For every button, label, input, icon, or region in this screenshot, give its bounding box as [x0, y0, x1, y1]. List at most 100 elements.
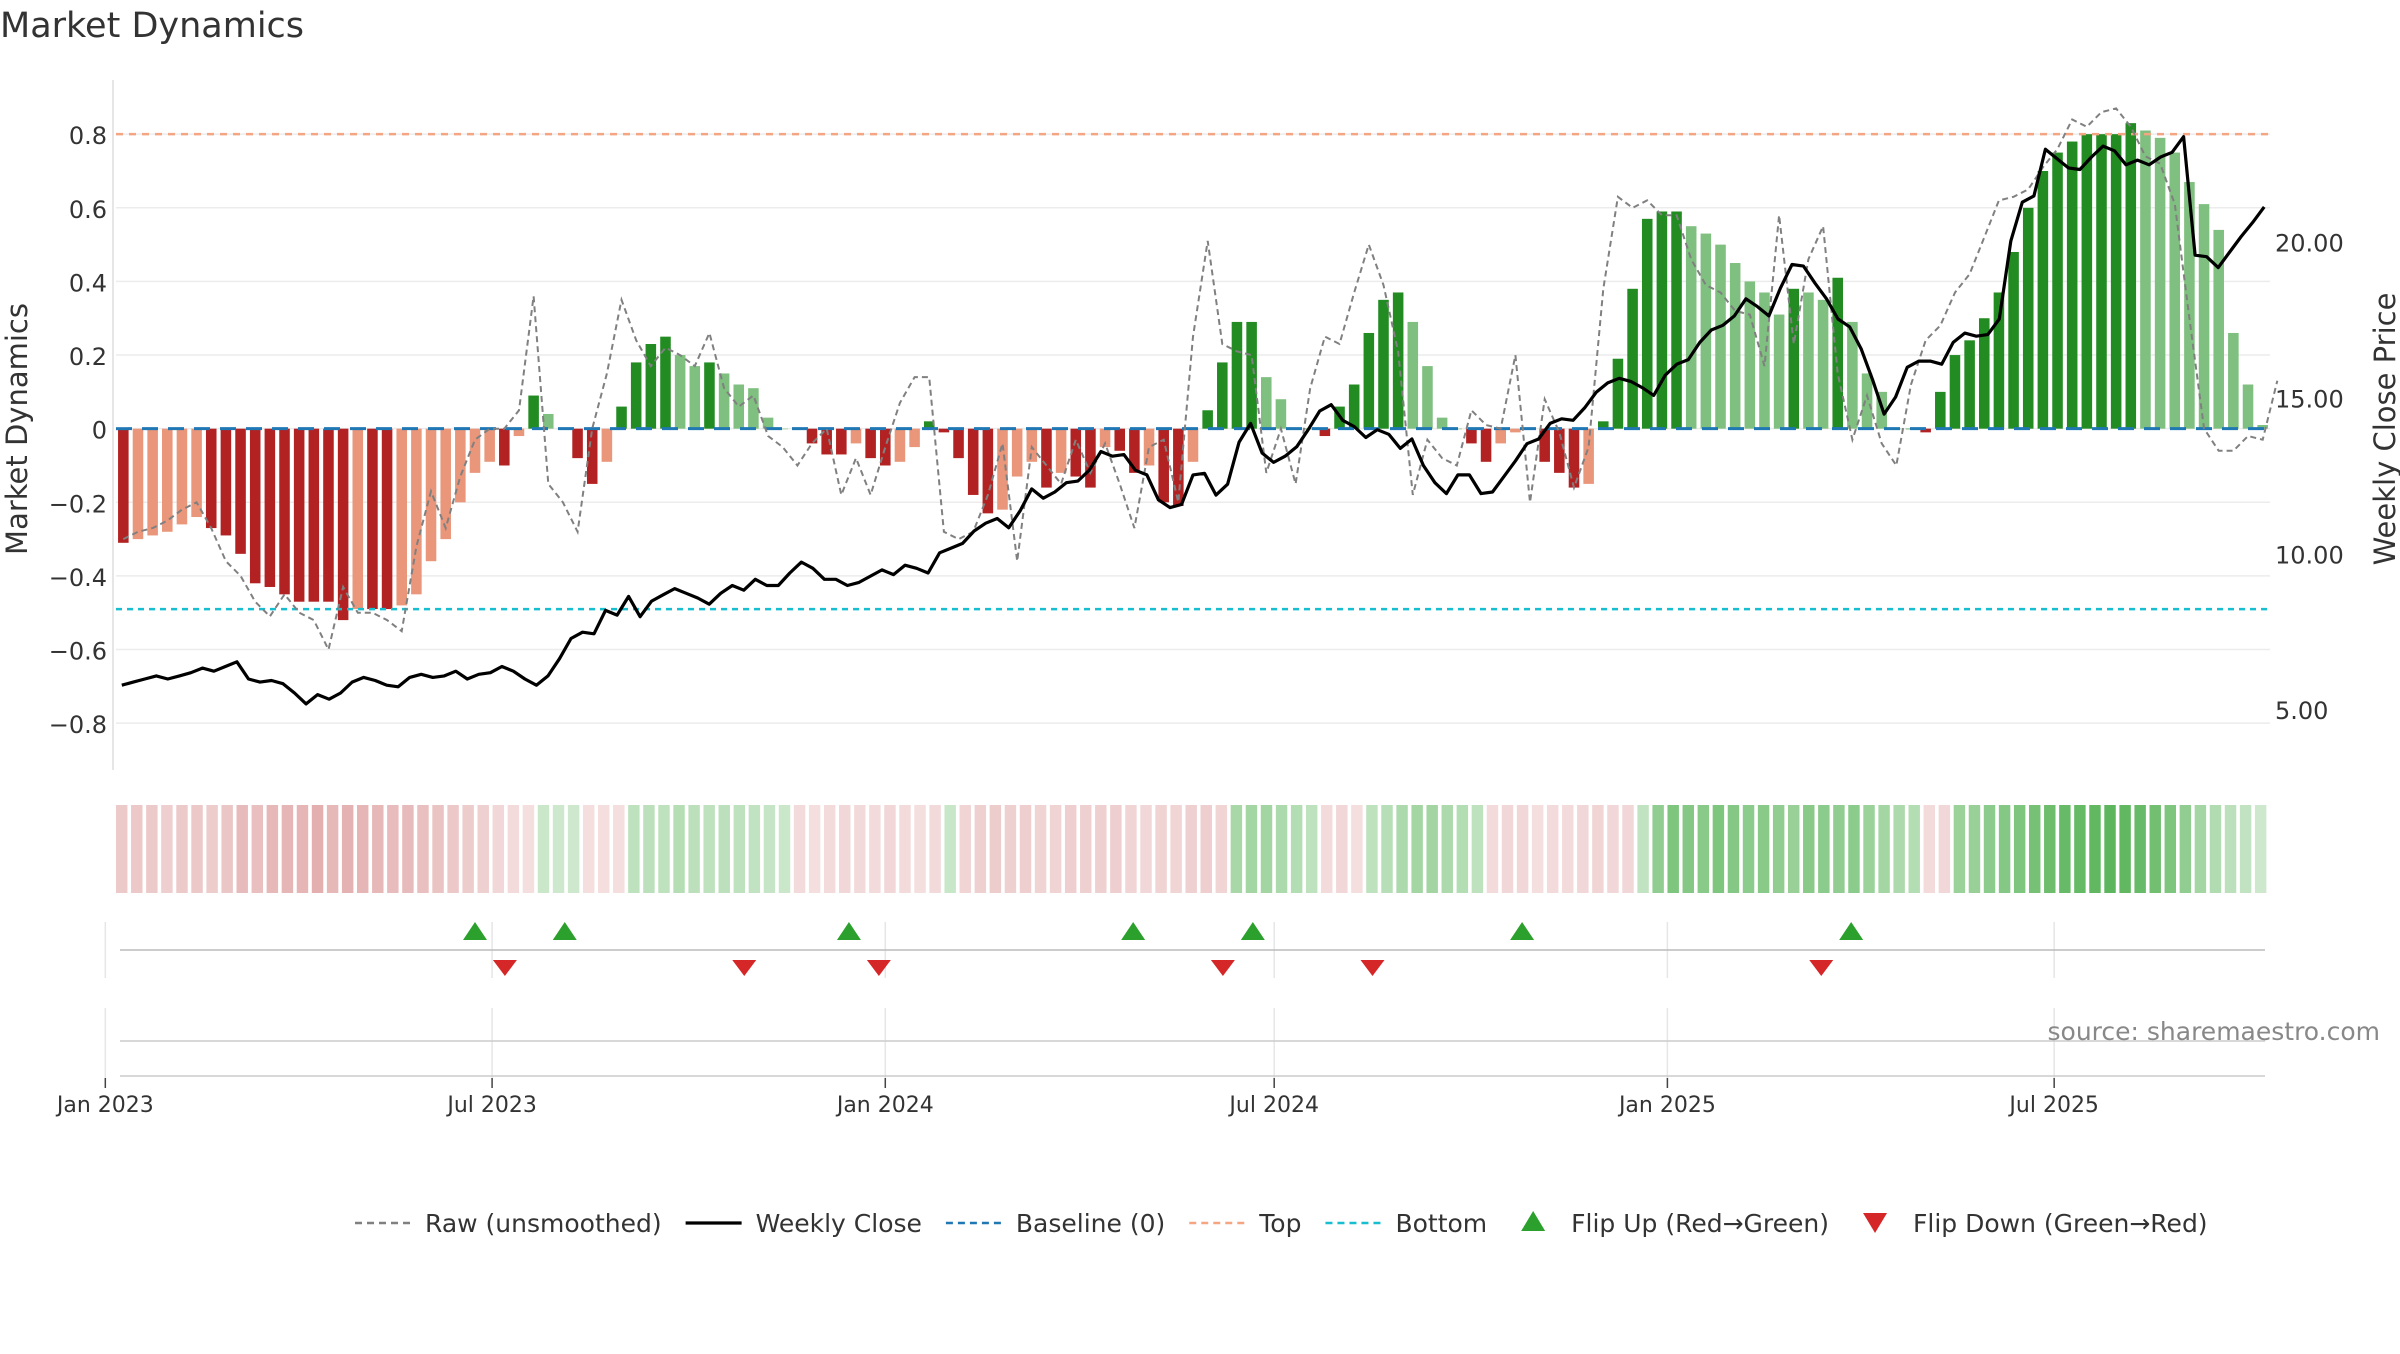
flip-up-marker — [1510, 922, 1535, 940]
bar — [1627, 288, 1638, 429]
strip-cell — [1682, 805, 1694, 893]
strip-cell — [1501, 805, 1514, 893]
legend: Raw (unsmoothed) Weekly Close Baseline (0)… — [355, 1209, 2208, 1238]
bar — [2228, 332, 2239, 429]
strip-cell — [1411, 805, 1423, 893]
flip-panel — [120, 922, 2265, 1077]
bar — [1495, 428, 1506, 444]
bar — [2257, 425, 2268, 429]
strip-cell — [1622, 805, 1634, 893]
strip-cell — [1185, 805, 1197, 893]
y2-tick-label: 20.00 — [2275, 230, 2344, 258]
y-tick-label: −0.2 — [49, 490, 107, 518]
y-tick-label: −0.8 — [49, 711, 107, 739]
strip-cell — [462, 805, 474, 893]
strip-cell — [341, 805, 354, 893]
bar — [1187, 428, 1199, 462]
strip-cell — [131, 805, 143, 893]
legend-label: Raw (unsmoothed) — [425, 1209, 662, 1238]
strip-cell — [1260, 805, 1273, 893]
strip-cell — [1110, 805, 1122, 893]
bar — [2052, 152, 2063, 429]
strip-cell — [1290, 805, 1303, 893]
x-tick-label: Jul 2024 — [1227, 1093, 1319, 1118]
flip-up-marker — [463, 922, 487, 940]
bar — [528, 395, 539, 429]
strip-cell — [2164, 805, 2177, 893]
strip-cell — [432, 805, 444, 893]
y-axis-label: Market Dynamics — [0, 303, 34, 555]
strip-cell — [552, 805, 565, 893]
bar — [836, 428, 847, 455]
strip-cell — [1516, 805, 1529, 893]
strip-cell — [1381, 805, 1393, 893]
flip-down-marker — [866, 960, 891, 976]
strip-cell — [2134, 805, 2146, 893]
strip-cell — [1230, 805, 1243, 893]
bar — [1173, 428, 1184, 506]
bar — [542, 413, 554, 429]
strip-cell — [1004, 805, 1017, 893]
bar — [279, 428, 290, 595]
strip-cell — [1245, 805, 1258, 893]
strip-cell — [357, 805, 369, 893]
bar — [1685, 226, 1697, 429]
strip-cell — [281, 805, 294, 893]
bar — [293, 428, 305, 602]
strip-cell — [1140, 805, 1152, 893]
bar — [1436, 417, 1448, 429]
strip-cell — [1200, 805, 1212, 893]
bar — [1011, 428, 1023, 477]
bar — [1935, 391, 1946, 429]
strip-cell — [1953, 805, 1966, 893]
x-tick-label: Jan 2023 — [55, 1093, 154, 1118]
flip-up-marker — [1839, 922, 1864, 940]
bar — [2140, 130, 2151, 429]
strip-cell — [2149, 805, 2161, 893]
flip-down-marker — [1360, 960, 1385, 976]
strip-cell — [899, 805, 911, 893]
y2-tick-label: 15.00 — [2275, 386, 2344, 414]
strip-cell — [1818, 805, 1830, 893]
bar — [1407, 321, 1419, 429]
strip-cell — [2119, 805, 2131, 893]
strip-cell — [2059, 805, 2071, 893]
strip-cell — [1456, 805, 1469, 893]
strip-cell — [2104, 805, 2116, 893]
strip-cell — [718, 805, 730, 893]
bar — [865, 428, 876, 459]
chart-title: Market Dynamics — [0, 6, 304, 46]
strip-cell — [1637, 805, 1649, 893]
strip-cell — [1034, 805, 1047, 893]
flip-up-marker — [552, 922, 577, 940]
strip-cell — [1215, 805, 1228, 893]
bar — [1539, 428, 1550, 462]
flip-up-marker — [1121, 922, 1146, 940]
strip-cell — [1486, 805, 1499, 893]
bar — [308, 428, 320, 602]
x-tick-label: Jan 2025 — [1617, 1093, 1716, 1118]
bar — [630, 362, 642, 429]
strip-cell — [839, 805, 851, 893]
bar — [1217, 362, 1228, 429]
strip-cell — [1049, 805, 1062, 893]
x-tick-label: Jul 2023 — [445, 1093, 537, 1118]
strip-cell — [1983, 805, 1996, 893]
bar — [1363, 332, 1375, 429]
bar — [2066, 141, 2078, 429]
bar — [689, 366, 701, 429]
legend-label: Weekly Close — [756, 1209, 922, 1238]
strip-cell — [402, 805, 414, 893]
bar — [601, 428, 613, 462]
bar — [1510, 428, 1521, 433]
bar — [1319, 428, 1331, 437]
bar — [162, 428, 173, 532]
bar — [1993, 292, 2005, 429]
bar — [967, 428, 979, 495]
bar — [1715, 244, 1726, 429]
strip-cell — [1878, 805, 1890, 893]
axis-layer: 0.8 0.6 0.4 0.2 0 −0.2 −0.4 −0.6 −0.8 20.00 15.00 1… — [49, 80, 2344, 1118]
bar — [660, 336, 671, 429]
